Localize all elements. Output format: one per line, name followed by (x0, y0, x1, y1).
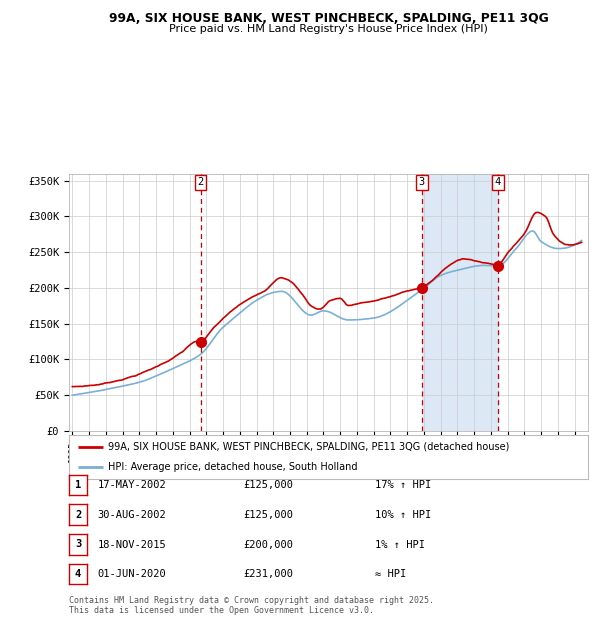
Text: 4: 4 (495, 177, 501, 187)
Text: Contains HM Land Registry data © Crown copyright and database right 2025.
This d: Contains HM Land Registry data © Crown c… (69, 596, 434, 615)
Text: 99A, SIX HOUSE BANK, WEST PINCHBECK, SPALDING, PE11 3QG (detached house): 99A, SIX HOUSE BANK, WEST PINCHBECK, SPA… (108, 441, 509, 451)
Text: 99A, SIX HOUSE BANK, WEST PINCHBECK, SPALDING, PE11 3QG: 99A, SIX HOUSE BANK, WEST PINCHBECK, SPA… (109, 12, 548, 25)
Text: 3: 3 (75, 539, 81, 549)
Text: 1: 1 (75, 480, 81, 490)
Text: 2: 2 (75, 510, 81, 520)
Text: 01-JUN-2020: 01-JUN-2020 (98, 569, 167, 580)
Text: 4: 4 (75, 569, 81, 579)
Text: HPI: Average price, detached house, South Holland: HPI: Average price, detached house, Sout… (108, 463, 358, 472)
Text: 17% ↑ HPI: 17% ↑ HPI (375, 480, 431, 490)
Text: 3: 3 (419, 177, 425, 187)
Text: Price paid vs. HM Land Registry's House Price Index (HPI): Price paid vs. HM Land Registry's House … (169, 24, 488, 33)
Text: 10% ↑ HPI: 10% ↑ HPI (375, 510, 431, 520)
Text: £125,000: £125,000 (243, 480, 293, 490)
Text: £200,000: £200,000 (243, 539, 293, 550)
Text: 30-AUG-2002: 30-AUG-2002 (98, 510, 167, 520)
Text: 1% ↑ HPI: 1% ↑ HPI (375, 539, 425, 550)
Text: 2: 2 (197, 177, 204, 187)
Text: 18-NOV-2015: 18-NOV-2015 (98, 539, 167, 550)
Text: £231,000: £231,000 (243, 569, 293, 580)
Bar (422, 174, 498, 431)
Text: ≈ HPI: ≈ HPI (375, 569, 406, 580)
Text: £125,000: £125,000 (243, 510, 293, 520)
Text: 17-MAY-2002: 17-MAY-2002 (98, 480, 167, 490)
